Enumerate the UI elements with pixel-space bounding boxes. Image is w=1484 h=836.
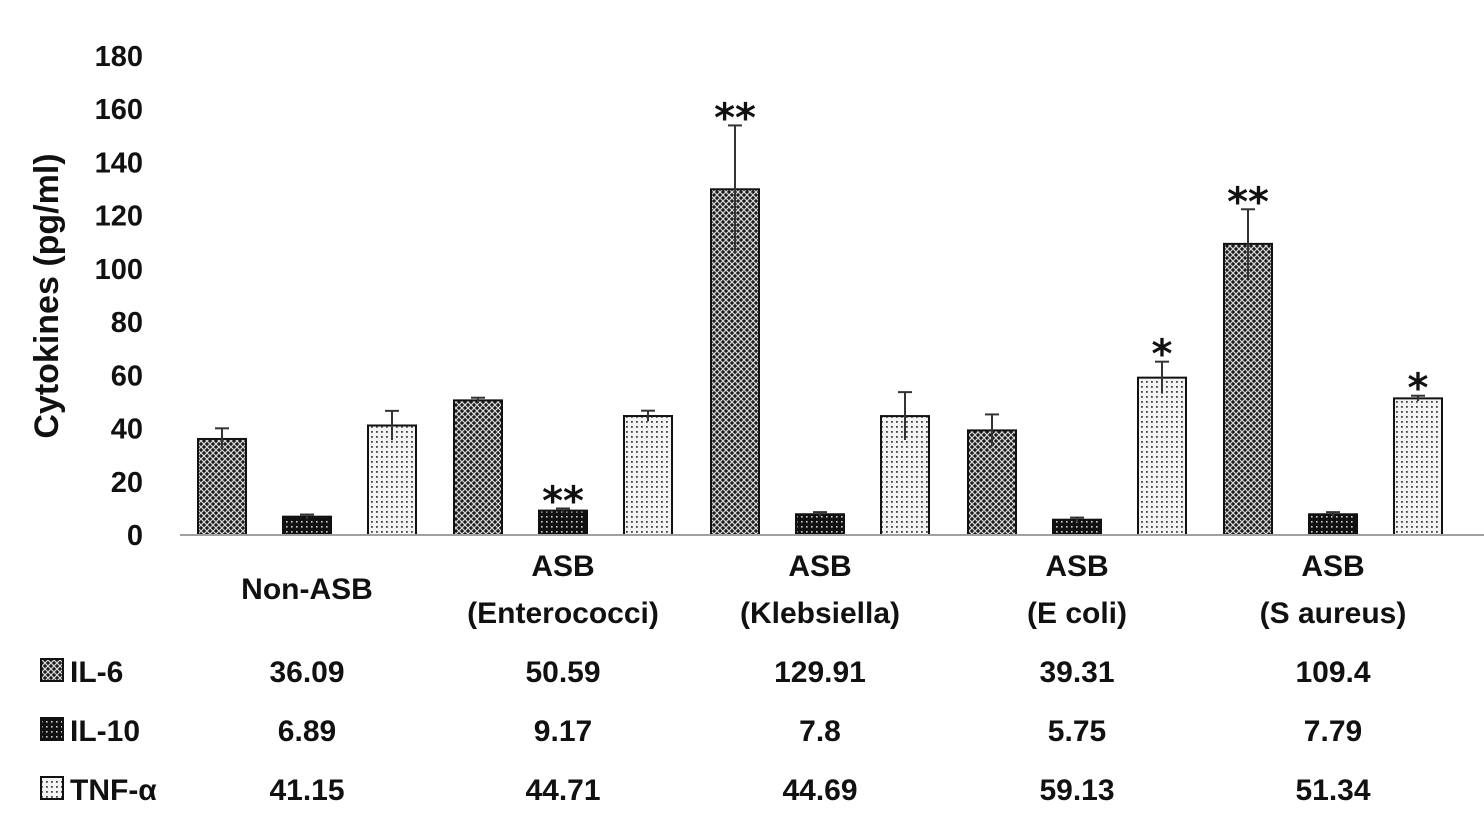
bar-tnf-1 — [623, 415, 673, 537]
bar-il10-0 — [282, 515, 332, 536]
bar-il6-0 — [197, 437, 247, 537]
category-label: (Klebsiella) — [740, 597, 900, 630]
category-label: (E coli) — [1027, 597, 1127, 630]
category-label: (S aureus) — [1260, 597, 1407, 630]
bar-tnf-0 — [367, 424, 417, 536]
significance-marker: ** — [542, 478, 584, 524]
y-tick-label: 140 — [95, 147, 143, 179]
bar-tnf-2 — [880, 415, 930, 537]
table-cell: 129.91 — [774, 656, 866, 689]
legend-swatch-il6 — [40, 658, 64, 682]
table-cell: 50.59 — [525, 656, 600, 689]
data-table: IL-6 36.09 50.59 129.91 39.31 109.4 IL-10 6.89 9… — [40, 656, 1371, 807]
legend-swatch-tnf — [40, 776, 64, 800]
category-label: ASB — [1045, 550, 1108, 583]
bar-tnf-4 — [1393, 397, 1443, 537]
significance-marker: * — [1152, 332, 1173, 378]
category-label: Non-ASB — [241, 573, 373, 606]
bar-il6-3 — [967, 429, 1017, 536]
bar-il10-3 — [1052, 518, 1102, 536]
category-label: ASB — [788, 550, 851, 583]
significance-marker: ** — [714, 95, 756, 141]
legend-label: TNF-α — [70, 774, 157, 807]
x-axis: Non-ASB ASB (Enterococci) ASB (Klebsiella) AS… — [180, 534, 1484, 630]
table-cell: 59.13 — [1039, 774, 1114, 807]
bar-il6-1 — [453, 399, 503, 536]
table-cell: 44.71 — [525, 774, 600, 807]
bar-tnf-3 — [1137, 376, 1187, 536]
category-label: ASB — [1301, 550, 1364, 583]
table-cell: 36.09 — [269, 656, 344, 689]
y-tick-label: 100 — [95, 254, 143, 286]
y-tick-label: 80 — [111, 307, 143, 339]
bars — [197, 188, 1443, 537]
y-tick-label: 160 — [95, 94, 143, 126]
y-tick-label: 120 — [95, 201, 143, 233]
significance-marker: ** — [1227, 179, 1269, 225]
category-label: ASB — [531, 550, 594, 583]
table-cell: 109.4 — [1295, 656, 1370, 689]
y-axis-title: Cytokines (pg/ml) — [28, 153, 66, 438]
legend-label: IL-6 — [70, 656, 123, 689]
table-cell: 51.34 — [1295, 774, 1370, 807]
legend-swatch-il10 — [40, 717, 64, 741]
significance-markers: ******** — [542, 95, 1428, 524]
y-tick-label: 180 — [95, 41, 143, 73]
y-axis: 0 20 40 60 80 100 120 140 160 180 Cytokines (pg/ml… — [28, 41, 143, 552]
table-cell: 5.75 — [1048, 715, 1106, 748]
bar-il6-4 — [1223, 242, 1273, 536]
table-cell: 39.31 — [1039, 656, 1114, 689]
bar-il10-4 — [1308, 513, 1358, 537]
bar-il10-2 — [795, 513, 845, 537]
legend-label: IL-10 — [70, 715, 140, 748]
y-tick-label: 40 — [111, 414, 143, 446]
table-cell: 7.8 — [799, 715, 841, 748]
y-tick-label: 20 — [111, 467, 143, 499]
error-bars — [215, 124, 1425, 522]
table-cell: 41.15 — [269, 774, 344, 807]
y-tick-label: 0 — [127, 520, 143, 552]
table-cell: 6.89 — [278, 715, 336, 748]
table-cell: 44.69 — [782, 774, 857, 807]
significance-marker: * — [1408, 366, 1429, 412]
table-cell: 7.79 — [1304, 715, 1362, 748]
category-label: (Enterococci) — [467, 597, 659, 630]
y-tick-label: 60 — [111, 360, 143, 392]
table-cell: 9.17 — [534, 715, 592, 748]
